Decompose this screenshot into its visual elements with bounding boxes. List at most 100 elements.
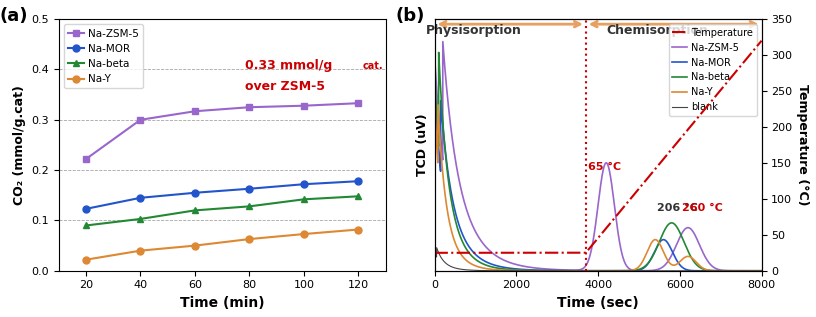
Na-Y — [245, 237, 255, 241]
Na-beta — [299, 197, 308, 201]
Na-beta — [81, 223, 91, 227]
Temperature — [722, 81, 732, 84]
Legend: Na-ZSM-5, Na-MOR, Na-beta, Na-Y: Na-ZSM-5, Na-MOR, Na-beta, Na-Y — [64, 24, 143, 88]
Text: Chemisorption: Chemisorption — [606, 24, 707, 37]
Na-MOR — [758, 269, 768, 273]
Legend: Temperature, Na-ZSM-5, Na-MOR, Na-beta, Na-Y, blank: Temperature, Na-ZSM-5, Na-MOR, Na-beta, … — [668, 24, 756, 116]
blank — [432, 246, 441, 249]
Temperature — [573, 251, 583, 255]
Y-axis label: CO₂ (mmol/g.cat): CO₂ (mmol/g.cat) — [13, 85, 25, 205]
Na-MOR — [722, 269, 732, 273]
Text: (b): (b) — [395, 7, 424, 25]
Na-beta — [722, 269, 732, 273]
Na-beta — [434, 50, 444, 54]
Temperature — [488, 251, 498, 255]
Na-Y — [430, 101, 440, 105]
Text: cat.: cat. — [363, 61, 384, 71]
Line: Na-ZSM-5: Na-ZSM-5 — [82, 100, 361, 163]
Na-ZSM-5 — [81, 157, 91, 161]
Na-Y — [299, 232, 308, 236]
blank — [722, 269, 732, 273]
Na-beta — [573, 269, 583, 273]
Line: Na-beta: Na-beta — [435, 52, 769, 271]
Na-beta — [758, 269, 768, 273]
Na-MOR — [299, 182, 308, 186]
Na-Y — [722, 269, 732, 273]
Text: over ZSM-5: over ZSM-5 — [245, 80, 325, 93]
Na-ZSM-5 — [765, 269, 774, 273]
Line: Na-beta: Na-beta — [82, 193, 361, 229]
Y-axis label: Temperature (°C): Temperature (°C) — [796, 84, 809, 206]
Na-beta — [245, 204, 255, 208]
Line: Na-ZSM-5: Na-ZSM-5 — [435, 42, 769, 271]
Y-axis label: TCD (uV): TCD (uV) — [416, 114, 429, 176]
Temperature — [758, 37, 768, 41]
Na-MOR — [135, 196, 145, 200]
Line: Na-MOR: Na-MOR — [435, 91, 769, 271]
blank — [488, 269, 498, 273]
blank — [430, 250, 440, 254]
Line: Na-MOR: Na-MOR — [82, 178, 361, 212]
Text: Best performance
over ZSM-5: Best performance over ZSM-5 — [0, 316, 1, 317]
Na-MOR — [81, 207, 91, 211]
Temperature — [430, 251, 440, 255]
Text: Physisorption: Physisorption — [426, 24, 521, 37]
Line: Na-Y: Na-Y — [82, 226, 361, 263]
Text: 260 °C: 260 °C — [682, 203, 723, 213]
blank — [558, 269, 568, 273]
Na-Y — [573, 269, 583, 273]
Na-ZSM-5 — [135, 118, 145, 122]
blank — [468, 268, 478, 272]
Line: Na-Y: Na-Y — [435, 103, 769, 271]
Na-beta — [468, 255, 478, 259]
X-axis label: Time (sec): Time (sec) — [557, 296, 639, 310]
blank — [765, 269, 774, 273]
Na-Y — [765, 269, 774, 273]
Na-beta — [488, 265, 498, 269]
Na-MOR — [488, 262, 498, 266]
Na-ZSM-5 — [299, 104, 308, 107]
Temperature — [468, 251, 477, 255]
Na-ZSM-5 — [430, 53, 440, 57]
Na-MOR — [573, 269, 583, 273]
Na-beta — [135, 217, 145, 221]
Na-beta — [353, 194, 363, 198]
blank — [758, 269, 768, 273]
Na-MOR — [245, 187, 255, 191]
Na-MOR — [353, 179, 363, 183]
X-axis label: Time (min): Time (min) — [180, 296, 264, 310]
Text: (a): (a) — [0, 7, 29, 25]
Na-Y — [353, 228, 363, 231]
Text: 65 °C: 65 °C — [588, 162, 621, 172]
Text: 206 °C: 206 °C — [658, 203, 698, 213]
Na-MOR — [468, 250, 477, 254]
Na-ZSM-5 — [722, 269, 732, 273]
Na-ZSM-5 — [488, 251, 498, 255]
Na-MOR — [430, 89, 440, 93]
Temperature — [558, 251, 568, 255]
Na-Y — [81, 258, 91, 262]
Na-ZSM-5 — [468, 224, 478, 228]
Line: blank: blank — [435, 248, 769, 271]
Na-MOR — [190, 191, 200, 195]
Na-Y — [135, 249, 145, 253]
Na-Y — [758, 269, 768, 273]
Na-Y — [190, 244, 200, 248]
Na-beta — [765, 269, 774, 273]
blank — [573, 269, 583, 273]
Temperature — [765, 29, 774, 33]
Na-beta — [558, 269, 568, 273]
Na-Y — [488, 268, 498, 271]
Na-ZSM-5 — [245, 105, 255, 109]
Na-ZSM-5 — [558, 268, 568, 272]
Na-MOR — [765, 269, 774, 273]
Na-ZSM-5 — [353, 101, 363, 105]
Text: 0.33 mmol/g: 0.33 mmol/g — [245, 60, 332, 73]
Na-beta — [430, 65, 440, 69]
Na-ZSM-5 — [438, 40, 448, 43]
Line: Temperature: Temperature — [435, 31, 769, 253]
Na-ZSM-5 — [190, 109, 200, 113]
Na-ZSM-5 — [758, 269, 768, 273]
Na-MOR — [558, 269, 568, 273]
Na-ZSM-5 — [573, 268, 583, 272]
